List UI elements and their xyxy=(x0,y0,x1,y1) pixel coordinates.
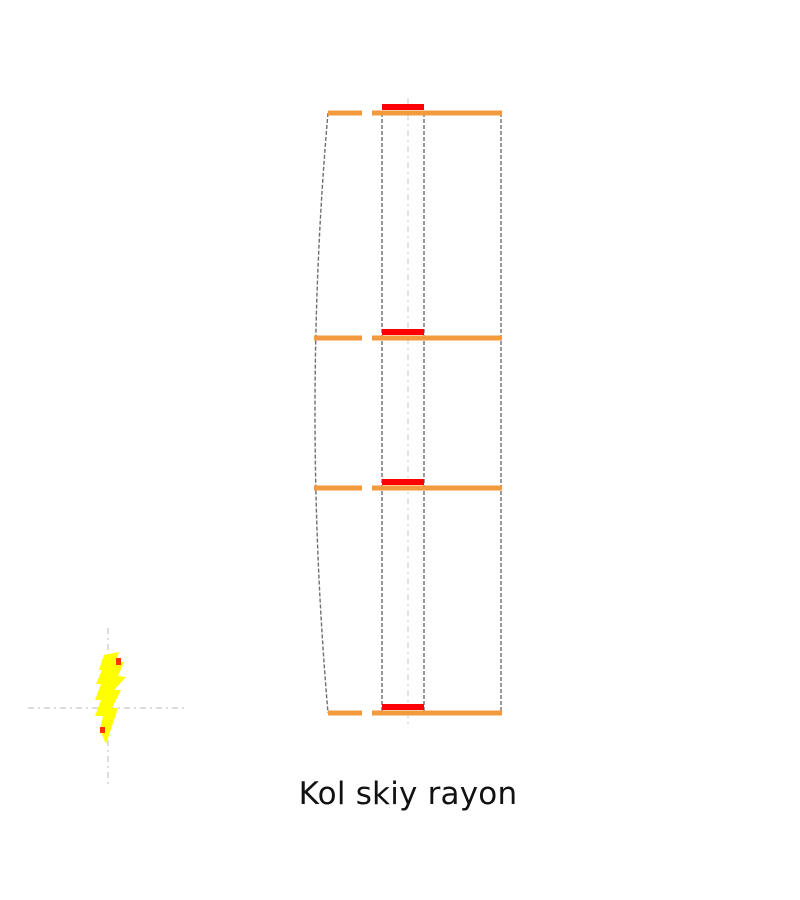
region-boundary xyxy=(314,112,502,714)
map-title: Kol skiy rayon xyxy=(298,776,518,812)
highlight-marker xyxy=(382,704,424,710)
highlight-markers xyxy=(382,104,424,710)
locator-symbol xyxy=(95,652,126,744)
highlight-marker xyxy=(382,479,424,485)
highlight-marker xyxy=(382,104,424,110)
road-network xyxy=(314,110,502,716)
highlight-marker xyxy=(382,329,424,335)
